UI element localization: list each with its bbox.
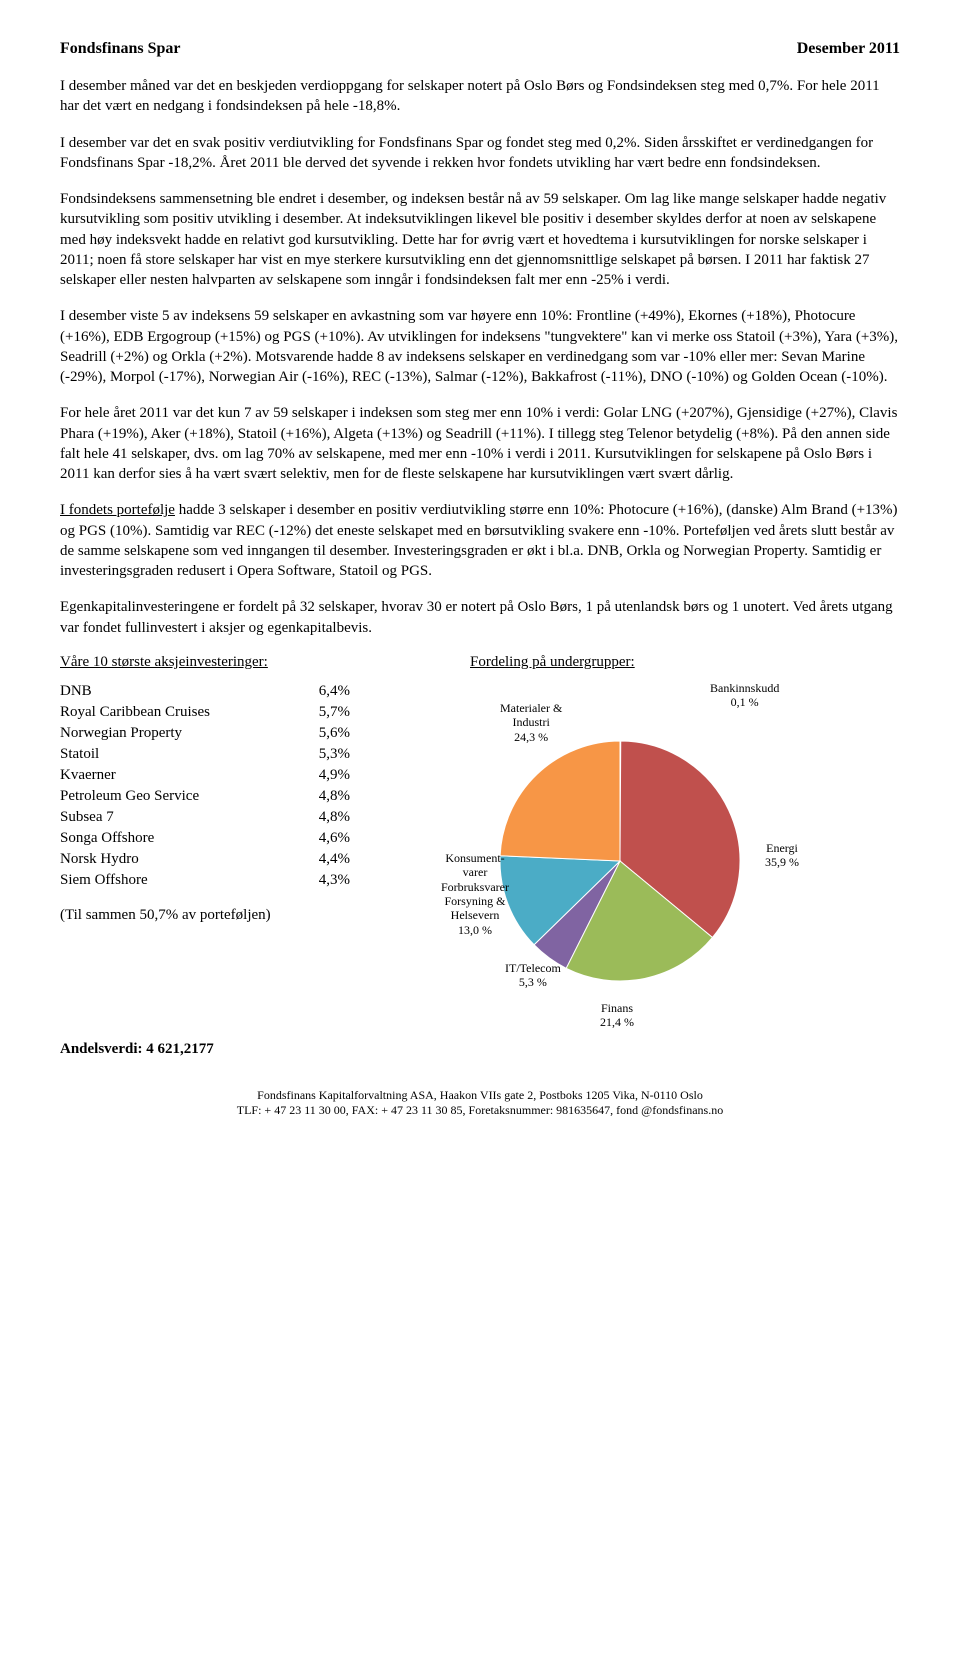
paragraph-6-lead: I fondets portefølje xyxy=(60,502,175,518)
holding-pct: 4,8% xyxy=(287,807,380,828)
columns: Våre 10 største aksjeinvesteringer: DNB6… xyxy=(60,654,900,1021)
holdings-table: DNB6,4%Royal Caribbean Cruises5,7%Norweg… xyxy=(60,681,380,891)
holding-pct: 6,4% xyxy=(287,681,380,702)
paragraph-3: Fondsindeksens sammensetning ble endret … xyxy=(60,189,900,290)
footer-line1: Fondsfinans Kapitalforvaltning ASA, Haak… xyxy=(60,1088,900,1104)
header: Fondsfinans Spar Desember 2011 xyxy=(60,40,900,58)
holding-name: Songa Offshore xyxy=(60,828,287,849)
holding-name: Subsea 7 xyxy=(60,807,287,828)
holding-pct: 4,4% xyxy=(287,849,380,870)
header-left: Fondsfinans Spar xyxy=(60,40,181,58)
holdings-column: Våre 10 største aksjeinvesteringer: DNB6… xyxy=(60,654,380,1021)
pie-label: Bankinnskudd0,1 % xyxy=(710,681,779,710)
table-row: DNB6,4% xyxy=(60,681,380,702)
holding-name: Kvaerner xyxy=(60,765,287,786)
pie-label: Materialer &Industri24,3 % xyxy=(500,701,562,744)
pie-label: Finans21,4 % xyxy=(600,1001,634,1030)
table-row: Norwegian Property5,6% xyxy=(60,723,380,744)
holding-pct: 4,9% xyxy=(287,765,380,786)
holding-name: Petroleum Geo Service xyxy=(60,786,287,807)
footer: Fondsfinans Kapitalforvaltning ASA, Haak… xyxy=(60,1088,900,1119)
holding-pct: 4,3% xyxy=(287,870,380,891)
pie-chart: Bankinnskudd0,1 %Energi35,9 %Finans21,4 … xyxy=(410,681,830,1021)
holding-name: Norwegian Property xyxy=(60,723,287,744)
paragraph-5: For hele året 2011 var det kun 7 av 59 s… xyxy=(60,403,900,484)
table-row: Petroleum Geo Service4,8% xyxy=(60,786,380,807)
holding-name: Siem Offshore xyxy=(60,870,287,891)
footer-line2: TLF: + 47 23 11 30 00, FAX: + 47 23 11 3… xyxy=(60,1103,900,1119)
pie-label: Energi35,9 % xyxy=(765,841,799,870)
pie-label: Konsument-varerForbruksvarerForsyning &H… xyxy=(430,851,520,937)
holding-pct: 4,8% xyxy=(287,786,380,807)
pie-slice xyxy=(500,741,620,861)
table-row: Statoil5,3% xyxy=(60,744,380,765)
table-row: Subsea 74,8% xyxy=(60,807,380,828)
table-row: Royal Caribbean Cruises5,7% xyxy=(60,702,380,723)
holding-name: Statoil xyxy=(60,744,287,765)
holding-pct: 5,6% xyxy=(287,723,380,744)
holdings-title: Våre 10 største aksjeinvesteringer: xyxy=(60,654,380,671)
holding-pct: 5,7% xyxy=(287,702,380,723)
paragraph-6: I fondets portefølje hadde 3 selskaper i… xyxy=(60,500,900,581)
table-row: Kvaerner4,9% xyxy=(60,765,380,786)
paragraph-1: I desember måned var det en beskjeden ve… xyxy=(60,76,900,117)
holding-name: Royal Caribbean Cruises xyxy=(60,702,287,723)
table-row: Songa Offshore4,6% xyxy=(60,828,380,849)
paragraph-2: I desember var det en svak positiv verdi… xyxy=(60,133,900,174)
pie-label: IT/Telecom5,3 % xyxy=(505,961,561,990)
holding-name: DNB xyxy=(60,681,287,702)
table-row: Siem Offshore4,3% xyxy=(60,870,380,891)
holdings-total: (Til sammen 50,7% av porteføljen) xyxy=(60,905,380,925)
paragraph-6-body: hadde 3 selskaper i desember en positiv … xyxy=(60,502,898,579)
paragraph-4: I desember viste 5 av indeksens 59 selsk… xyxy=(60,306,900,387)
andelsverdi: Andelsverdi: 4 621,2177 xyxy=(60,1041,900,1058)
pie-title: Fordeling på undergrupper: xyxy=(470,654,900,671)
table-row: Norsk Hydro4,4% xyxy=(60,849,380,870)
holding-pct: 5,3% xyxy=(287,744,380,765)
paragraph-7: Egenkapitalinvesteringene er fordelt på … xyxy=(60,597,900,638)
pie-column: Fordeling på undergrupper: Bankinnskudd0… xyxy=(410,654,900,1021)
holding-name: Norsk Hydro xyxy=(60,849,287,870)
header-right: Desember 2011 xyxy=(797,40,900,58)
holding-pct: 4,6% xyxy=(287,828,380,849)
